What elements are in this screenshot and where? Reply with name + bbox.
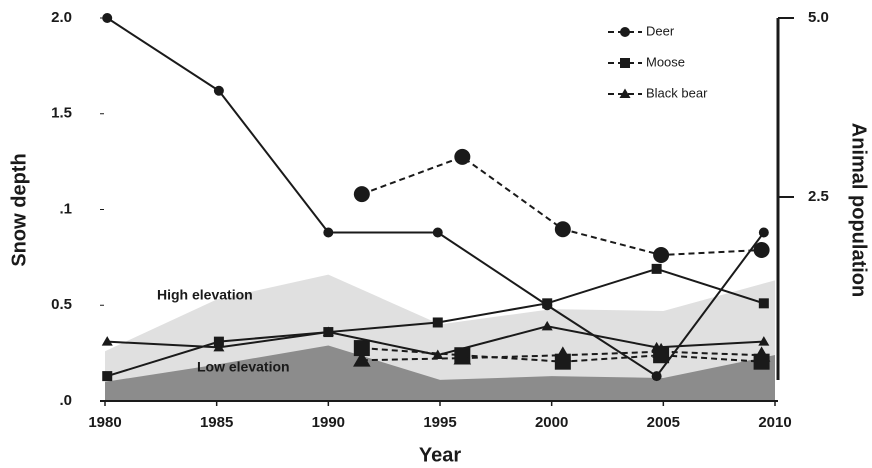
marker <box>213 85 224 96</box>
marker <box>322 326 334 337</box>
y2-axis-title: Animal population <box>848 123 870 297</box>
marker <box>102 13 113 23</box>
legend-marker <box>620 58 630 68</box>
marker <box>353 340 370 357</box>
area-label: High elevation <box>157 287 253 303</box>
marker <box>554 221 571 238</box>
x-tick-label: 2010 <box>758 414 791 431</box>
y-tick-label: .0 <box>59 392 72 409</box>
legend-marker <box>620 27 630 37</box>
marker <box>758 298 769 309</box>
legend-label: Moose <box>646 54 685 69</box>
y-tick-label: 1.5 <box>51 105 72 122</box>
x-tick-label: 1995 <box>423 414 456 431</box>
marker <box>758 227 769 238</box>
marker <box>554 346 572 362</box>
marker <box>453 349 472 365</box>
marker <box>651 263 662 274</box>
marker <box>213 336 224 347</box>
marker <box>651 371 662 382</box>
marker <box>101 336 113 346</box>
y-tick-label: 0.5 <box>51 296 72 313</box>
legend-label: Deer <box>646 23 675 38</box>
x-axis-title: Year <box>419 444 461 466</box>
marker <box>353 351 371 367</box>
y2-tick-label: 2.5 <box>808 188 829 205</box>
x-tick-label: 2000 <box>535 414 568 431</box>
x-tick-label: 2005 <box>647 414 680 431</box>
y-tick-label: 2.0 <box>51 9 72 26</box>
marker <box>432 227 443 238</box>
marker <box>653 246 670 263</box>
y-tick-label: .1 <box>59 200 72 217</box>
y2-tick-label: 5.0 <box>808 9 829 26</box>
x-tick-label: 1980 <box>88 414 121 431</box>
area-label: Low elevation <box>197 359 290 375</box>
marker <box>542 298 553 309</box>
x-tick-label: 1990 <box>312 414 345 431</box>
marker <box>752 346 771 362</box>
marker <box>758 336 770 346</box>
marker <box>323 227 334 238</box>
marker <box>753 241 770 258</box>
marker <box>432 349 444 360</box>
plot-area <box>101 13 775 401</box>
marker <box>432 317 443 328</box>
legend-label: Black bear <box>646 85 708 100</box>
marker <box>652 342 670 359</box>
y-axis-title: Snow depth <box>8 153 30 266</box>
marker <box>102 371 113 382</box>
x-tick-label: 1985 <box>200 414 233 431</box>
marker <box>454 148 471 165</box>
area <box>105 345 775 401</box>
marker <box>541 320 553 331</box>
legend-marker <box>619 88 631 98</box>
marker <box>213 341 225 352</box>
marker <box>353 186 370 203</box>
series-line <box>361 155 762 257</box>
